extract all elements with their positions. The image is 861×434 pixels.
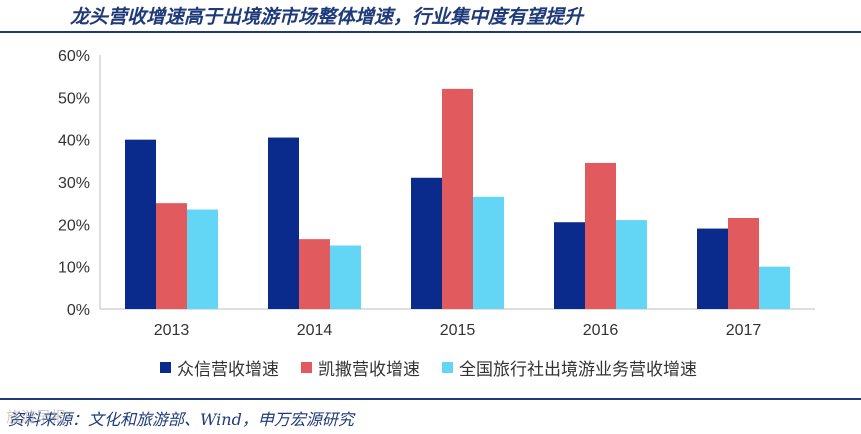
legend-item-kaisa: 凯撒营收增速 [301,355,420,380]
x-tick-label: 2014 [297,322,333,339]
y-tick-label: 50% [58,90,90,107]
watermark-text: 旅游早报 [6,408,67,426]
bar-2014-series-2 [330,245,361,309]
footer-rule [0,398,861,400]
bar-2015-series-2 [473,196,504,309]
legend-swatch-kaisa [301,362,312,373]
x-tick-label: 2017 [726,322,762,339]
bars [125,88,790,309]
bar-2016-series-2 [616,220,647,309]
x-tick-label: 2016 [583,322,619,339]
bar-2016-series-1 [585,162,616,309]
x-tick-label: 2015 [440,322,476,339]
bar-2015-series-0 [411,177,442,309]
legend-label-kaisa: 凯撒营收增速 [318,360,420,380]
legend: 众信营收增速 凯撒营收增速 全国旅行社出境游业务营收增速 [160,355,697,380]
source-note: 资料来源：文化和旅游部、Wind，申万宏源研究 [8,410,354,429]
bar-2013-series-2 [187,209,218,309]
x-tick-label: 2013 [154,322,190,339]
bar-2014-series-1 [299,239,330,309]
chart-title: 龙头营收增速高于出境游市场整体增速，行业集中度有望提升 [70,6,584,28]
y-tick-label: 20% [58,217,90,234]
title-rule [0,31,861,33]
legend-swatch-zhongxin [160,362,171,373]
y-tick-label: 0% [67,302,90,319]
bar-2017-series-1 [728,217,759,309]
y-axis: 0% 10% 20% 30% 40% 50% 60% [58,48,101,319]
y-tick-label: 30% [58,175,90,192]
legend-item-national: 全国旅行社出境游业务营收增速 [442,355,697,380]
y-tick-label: 60% [58,48,90,65]
bar-2016-series-0 [554,222,585,309]
x-axis: 2013 2014 2015 2016 2017 [100,308,815,339]
legend-label-national: 全国旅行社出境游业务营收增速 [459,360,697,380]
bar-2015-series-1 [442,88,473,309]
bar-2017-series-2 [759,266,790,309]
legend-label-zhongxin: 众信营收增速 [177,360,279,380]
y-tick-label: 40% [58,133,90,150]
bar-2017-series-0 [697,228,728,309]
bar-2014-series-0 [268,137,299,309]
bar-2013-series-0 [125,139,156,309]
legend-item-zhongxin: 众信营收增速 [160,355,279,380]
y-tick-label: 10% [58,260,90,277]
legend-swatch-national [442,362,453,373]
bar-2013-series-1 [156,203,187,309]
